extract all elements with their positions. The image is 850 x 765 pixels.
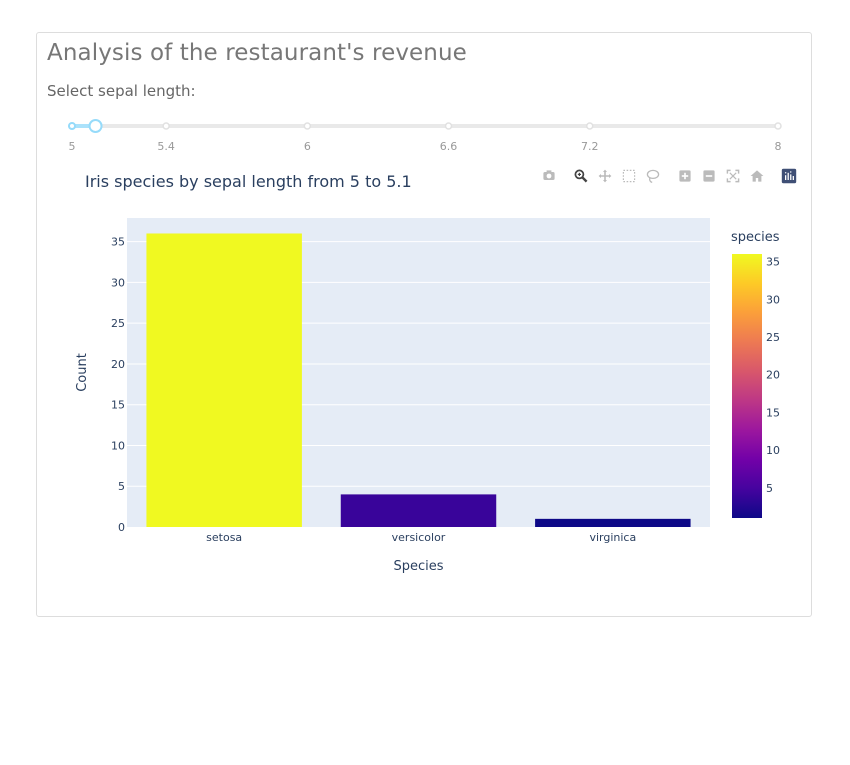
y-tick-label: 10 [111, 439, 125, 452]
zoom-in-icon[interactable] [673, 164, 697, 188]
colorbar-tick-label: 20 [766, 369, 780, 382]
slider-mark-label: 8 [775, 140, 782, 153]
plotly-logo-icon[interactable] [777, 164, 801, 188]
x-tick-label: virginica [589, 531, 636, 544]
y-axis-title: Count [75, 353, 90, 392]
colorbar-tick-label: 15 [766, 406, 780, 419]
bar-versicolor[interactable] [340, 494, 497, 527]
box-select-icon[interactable] [617, 164, 641, 188]
bar-virginica[interactable] [535, 518, 691, 527]
colorbar-tick-label: 25 [766, 331, 780, 344]
slider-mark-label: 6.6 [440, 140, 458, 153]
x-tick-label: versicolor [392, 531, 446, 544]
y-tick-label: 30 [111, 276, 125, 289]
y-tick-label: 5 [118, 480, 125, 493]
lasso-icon[interactable] [641, 164, 665, 188]
colorbar-tick-label: 35 [766, 256, 780, 269]
pan-icon[interactable] [593, 164, 617, 188]
colorbar [732, 254, 762, 518]
colorbar-tick-label: 30 [766, 293, 780, 306]
colorbar-title: species [731, 230, 780, 245]
zoom-out-icon[interactable] [697, 164, 721, 188]
camera-icon[interactable] [537, 164, 561, 188]
slider-mark-label: 5 [69, 140, 76, 153]
chart-title: Iris species by sepal length from 5 to 5… [85, 172, 412, 191]
slider-mark-label: 5.4 [157, 140, 175, 153]
bar-chart: Iris species by sepal length from 5 to 5… [75, 172, 780, 574]
slider-handle-min[interactable] [68, 122, 76, 130]
slider-label: Select sepal length: [47, 82, 196, 100]
y-tick-label: 25 [111, 317, 125, 330]
slider-mark-dot [303, 122, 312, 130]
slider-mark-dot [774, 122, 782, 130]
slider-mark-label: 6 [304, 140, 311, 153]
slider-mark-dot [444, 122, 453, 130]
chart-modebar [535, 164, 805, 188]
x-axis-title: Species [393, 559, 443, 574]
y-tick-label: 35 [111, 236, 125, 249]
autoscale-icon[interactable] [721, 164, 745, 188]
slider-handle-max[interactable] [88, 119, 103, 133]
y-tick-label: 15 [111, 399, 125, 412]
y-tick-label: 0 [118, 521, 125, 534]
slider-mark-label: 7.2 [581, 140, 599, 153]
page-title: Analysis of the restaurant's revenue [47, 40, 467, 66]
bar-setosa[interactable] [146, 233, 302, 527]
y-tick-label: 20 [111, 358, 125, 371]
slider-mark-dot [585, 122, 594, 130]
zoom-icon[interactable] [569, 164, 593, 188]
colorbar-tick-label: 5 [766, 482, 773, 495]
colorbar-tick-label: 10 [766, 444, 780, 457]
sepal-length-range-slider[interactable]: 5 5.4 6 6.6 7.2 8 [60, 112, 790, 156]
reset-axes-icon[interactable] [745, 164, 769, 188]
x-tick-label: setosa [206, 531, 242, 544]
slider-mark-dot [162, 122, 170, 130]
